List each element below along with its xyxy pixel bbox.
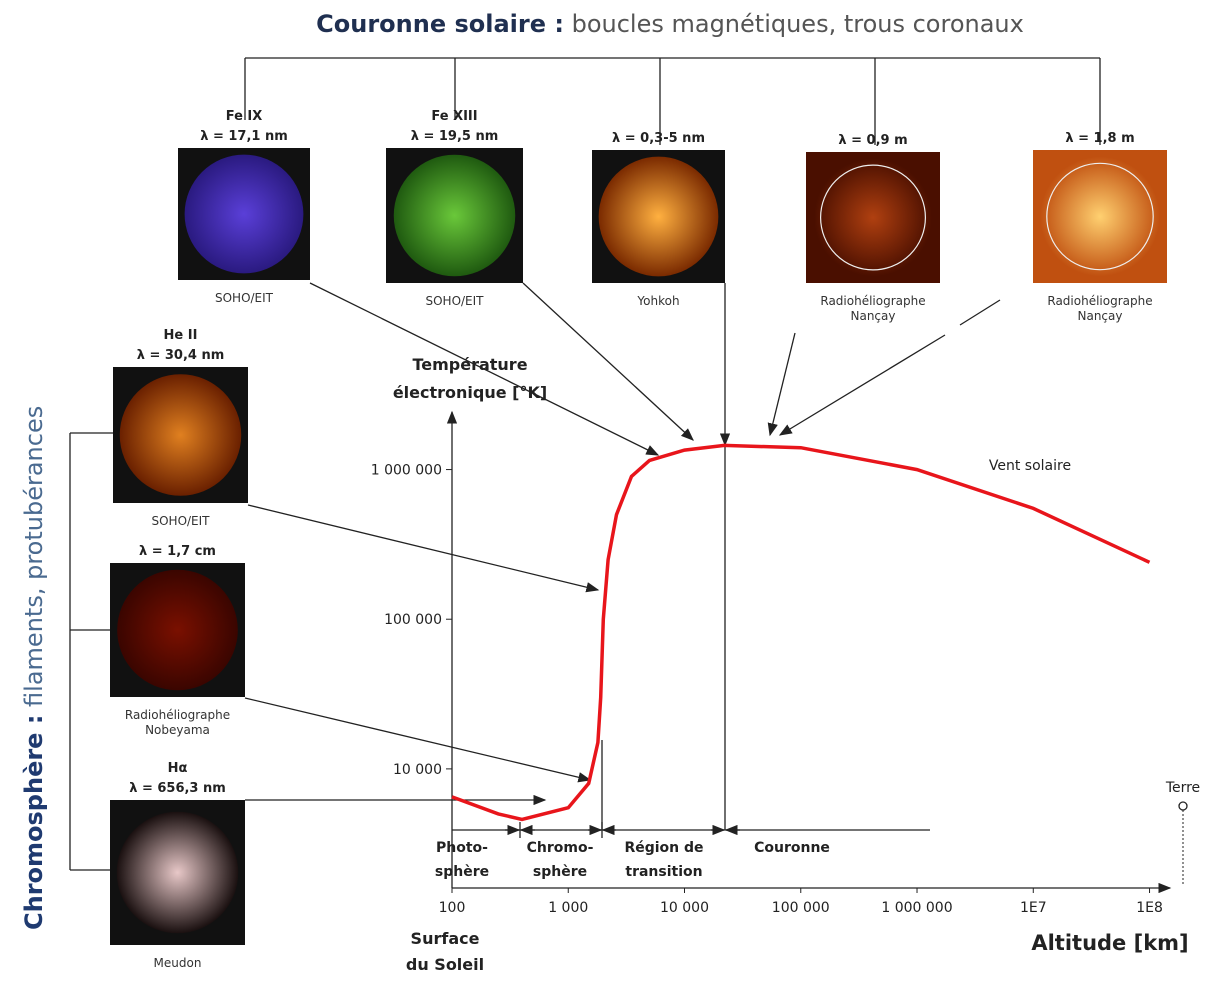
y-axis-title: Température — [412, 355, 527, 374]
sun-disk — [120, 374, 242, 496]
figure: Couronne solaire : boucles magnétiques, … — [0, 0, 1220, 979]
panel-label: λ = 656,3 nm — [129, 781, 226, 796]
panel-label: Fe XIII — [431, 109, 477, 124]
x-tick-label: 10 000 — [660, 900, 709, 916]
sun-disk — [185, 155, 304, 274]
origin-label: du Soleil — [406, 955, 484, 974]
panel-label: Hα — [168, 761, 188, 776]
panel-caption: Meudon — [154, 956, 202, 970]
panel-label: λ = 19,5 nm — [411, 129, 499, 144]
panel-caption: Yohkoh — [636, 294, 679, 308]
panel-caption: SOHO/EIT — [215, 291, 274, 305]
sun-disk — [117, 812, 239, 934]
panel-label: λ = 1,8 m — [1065, 131, 1134, 146]
x-tick-label: 1E8 — [1136, 900, 1163, 916]
panel-label: λ = 0,9 m — [838, 133, 907, 148]
x-tick-label: 100 — [439, 900, 466, 916]
arrows — [245, 283, 1187, 885]
panel-label: λ = 17,1 nm — [200, 129, 288, 144]
sun-disk — [814, 159, 932, 277]
x-tick-label: 1E7 — [1020, 900, 1047, 916]
region-label: sphère — [435, 864, 489, 880]
panel-caption: Radiohéliographe — [125, 708, 230, 722]
sun-disk — [599, 157, 719, 277]
temperature-curve — [452, 445, 1150, 819]
panel-label: λ = 1,7 cm — [139, 544, 216, 559]
y-tick-label: 100 000 — [384, 612, 442, 628]
x-tick-label: 1 000 000 — [881, 900, 952, 916]
region-label: Couronne — [754, 840, 830, 856]
panel-label: λ = 30,4 nm — [137, 348, 225, 363]
panel-caption: Radiohéliographe — [820, 294, 925, 308]
sun-disk — [394, 155, 516, 277]
title: Couronne solaire : boucles magnétiques, … — [316, 10, 1024, 38]
region-label: Région de — [624, 840, 703, 856]
panel-label: He II — [164, 328, 198, 343]
panel-label: Fe IX — [226, 109, 263, 124]
sun-disk — [1040, 157, 1160, 277]
axes — [452, 412, 1170, 888]
x-tick-label: 1 000 — [548, 900, 588, 916]
region-label: Chromo- — [527, 840, 594, 856]
region-label: sphère — [533, 864, 587, 880]
panel-caption: SOHO/EIT — [151, 514, 210, 528]
panel-caption: Nançay — [851, 309, 896, 323]
x-tick-label: 100 000 — [772, 900, 830, 916]
y-axis-title: électronique [°K] — [393, 383, 547, 402]
sun-disk — [117, 570, 238, 691]
y-tick-label: 1 000 000 — [371, 463, 442, 479]
y-tick-label: 10 000 — [393, 762, 442, 778]
x-axis-title: Altitude [km] — [1031, 931, 1188, 955]
panel-label: λ = 0,3-5 nm — [612, 131, 705, 146]
region-label: transition — [625, 864, 702, 880]
earth-label: Terre — [1165, 780, 1200, 796]
origin-label: Surface — [411, 929, 480, 948]
panel-caption: Nançay — [1078, 309, 1123, 323]
panel-caption: Radiohéliographe — [1047, 294, 1152, 308]
panel-caption: Nobeyama — [145, 723, 210, 737]
side-title: Chromosphère : filaments, protubérances — [20, 406, 48, 930]
panel-caption: SOHO/EIT — [425, 294, 484, 308]
wind-label: Vent solaire — [989, 458, 1071, 474]
region-label: Photo- — [436, 840, 488, 856]
